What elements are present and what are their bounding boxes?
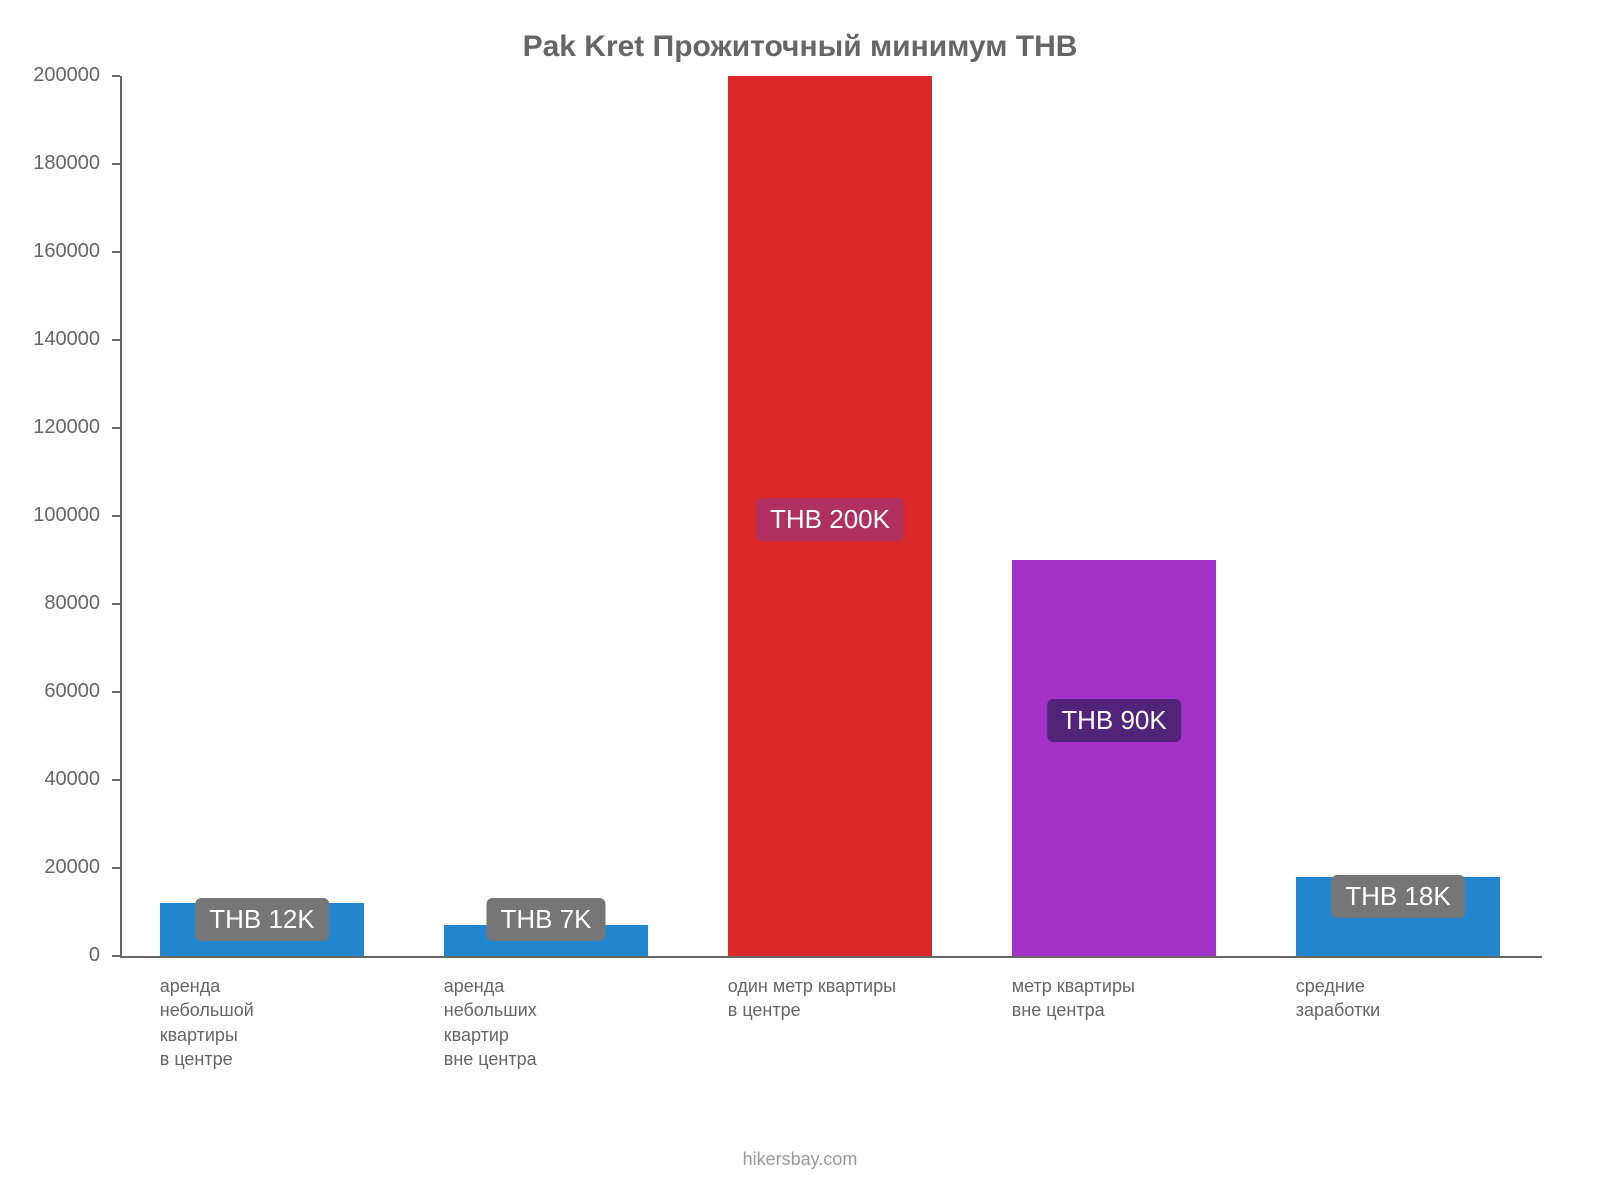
y-tick-mark bbox=[112, 691, 120, 693]
y-tick-label: 0 bbox=[0, 944, 100, 967]
y-tick-mark bbox=[112, 427, 120, 429]
x-category-label: аренда небольших квартир вне центра bbox=[444, 974, 648, 1071]
value-badge: THB 90K bbox=[1047, 699, 1181, 742]
value-badge: THB 18K bbox=[1331, 875, 1465, 918]
y-tick-mark bbox=[112, 867, 120, 869]
y-tick-mark bbox=[112, 515, 120, 517]
y-tick-mark bbox=[112, 75, 120, 77]
value-badge: THB 12K bbox=[195, 898, 329, 941]
y-tick-mark bbox=[112, 339, 120, 341]
y-tick-label: 120000 bbox=[0, 416, 100, 439]
y-tick-label: 160000 bbox=[0, 240, 100, 263]
x-category-label: средние заработки bbox=[1296, 974, 1500, 1023]
y-tick-label: 60000 bbox=[0, 680, 100, 703]
chart-title: Pak Kret Прожиточный минимум THB bbox=[0, 30, 1600, 64]
y-tick-label: 100000 bbox=[0, 504, 100, 527]
x-category-label: метр квартиры вне центра bbox=[1012, 974, 1216, 1023]
y-tick-label: 80000 bbox=[0, 592, 100, 615]
y-tick-mark bbox=[112, 251, 120, 253]
x-category-label: один метр квартиры в центре bbox=[728, 974, 932, 1023]
y-tick-mark bbox=[112, 163, 120, 165]
y-tick-mark bbox=[112, 955, 120, 957]
y-tick-label: 20000 bbox=[0, 856, 100, 879]
chart-footer: hikersbay.com bbox=[0, 1149, 1600, 1170]
bar bbox=[1012, 560, 1216, 956]
x-category-label: аренда небольшой квартиры в центре bbox=[160, 974, 364, 1071]
y-tick-mark bbox=[112, 779, 120, 781]
y-tick-label: 200000 bbox=[0, 64, 100, 87]
cost-of-living-chart: Pak Kret Прожиточный минимум THB 0 20000 4… bbox=[0, 0, 1600, 1200]
value-badge: THB 7K bbox=[486, 898, 605, 941]
y-tick-mark bbox=[112, 603, 120, 605]
y-tick-label: 40000 bbox=[0, 768, 100, 791]
y-tick-label: 180000 bbox=[0, 152, 100, 175]
y-tick-label: 140000 bbox=[0, 328, 100, 351]
value-badge: THB 200K bbox=[756, 498, 904, 541]
